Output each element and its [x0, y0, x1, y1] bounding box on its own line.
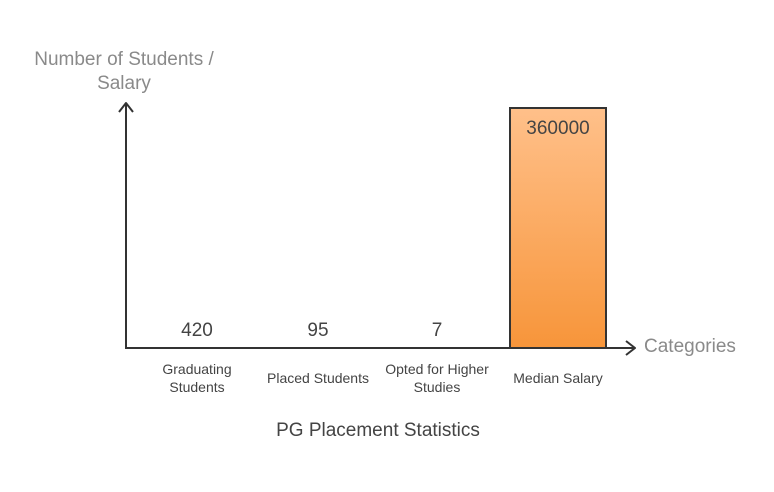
value-label-4: 360000 — [526, 118, 589, 139]
bars-group — [149, 107, 607, 349]
y-axis-arrow — [118, 102, 134, 113]
y-axis-label: Number of Students / Salary — [34, 49, 214, 94]
bar-4 — [509, 107, 607, 349]
x-axis-label: Categories — [644, 336, 736, 357]
category-label-3: Opted for Higher Studies — [385, 361, 489, 395]
category-label-4: Median Salary — [513, 370, 603, 386]
chart-title: PG Placement Statistics — [276, 420, 480, 441]
value-labels-group: 420 95 7 360000 — [181, 118, 590, 341]
value-label-3: 7 — [432, 320, 443, 341]
x-axis-arrow — [625, 340, 636, 356]
value-label-2: 95 — [307, 320, 328, 341]
category-label-2: Placed Students — [267, 370, 369, 386]
category-label-1: Graduating Students — [162, 361, 232, 395]
value-label-1: 420 — [181, 320, 213, 341]
